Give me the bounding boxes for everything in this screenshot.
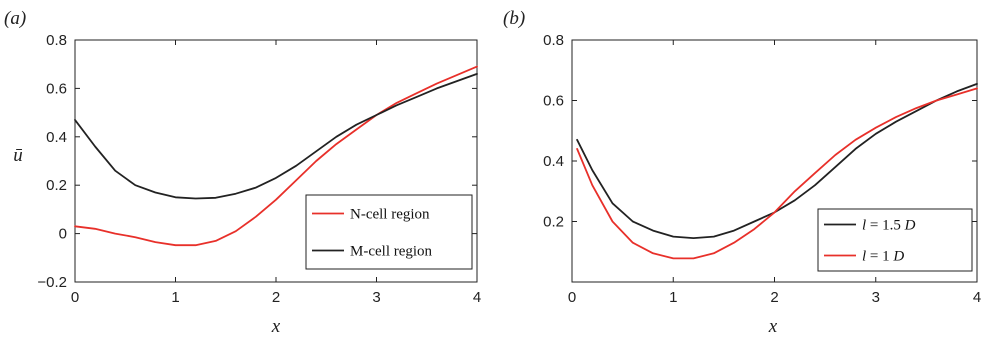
y-tick-label: 0.4 bbox=[46, 129, 67, 146]
x-tick-label: 3 bbox=[872, 289, 880, 306]
legend-box bbox=[305, 194, 473, 270]
series-line-2 bbox=[576, 87, 978, 260]
panel-label: (a) bbox=[4, 8, 26, 29]
legend: N-cell region M-cell region bbox=[305, 194, 473, 270]
x-tick-label: 4 bbox=[973, 289, 981, 306]
y-tick-label: 0.6 bbox=[46, 80, 67, 97]
x-tick-label: 2 bbox=[272, 289, 280, 306]
y-tick-label: 0.2 bbox=[543, 214, 564, 231]
y-tick-label: 0 bbox=[59, 226, 67, 243]
legend-box bbox=[817, 208, 973, 272]
y-tick-label: 0.2 bbox=[46, 177, 67, 194]
legend-label: N-cell region bbox=[350, 207, 430, 223]
x-axis-title: x bbox=[271, 316, 281, 337]
y-tick-label: −0.2 bbox=[37, 274, 67, 291]
x-axis-title: x bbox=[768, 316, 778, 337]
y-tick-label: 0.6 bbox=[543, 93, 564, 110]
y-axis-title: ū bbox=[13, 145, 23, 166]
y-tick-label: 0.4 bbox=[543, 153, 564, 170]
legend-label: l = 1 D bbox=[862, 249, 904, 265]
y-tick-label: 0.8 bbox=[46, 32, 67, 49]
x-tick-label: 2 bbox=[770, 289, 778, 306]
x-tick-label: 1 bbox=[669, 289, 677, 306]
panel-label: (b) bbox=[503, 8, 525, 29]
panel-b: (b) 0 1 2 3 4 0.2 0.4 0.6 0.8 x l = 1.5 D l = 1 D bbox=[503, 8, 981, 337]
y-tick-label: 0.8 bbox=[543, 32, 564, 49]
x-tick-label: 1 bbox=[171, 289, 179, 306]
legend: l = 1.5 D l = 1 D bbox=[817, 208, 973, 272]
x-tick-label: 0 bbox=[71, 289, 79, 306]
x-tick-label: 4 bbox=[473, 289, 481, 306]
x-tick-label: 0 bbox=[568, 289, 576, 306]
x-tick-label: 3 bbox=[372, 289, 380, 306]
legend-label: M-cell region bbox=[350, 244, 433, 260]
series-line-2 bbox=[74, 73, 478, 200]
series-line-1 bbox=[74, 65, 478, 247]
legend-label: l = 1.5 D bbox=[862, 218, 916, 234]
